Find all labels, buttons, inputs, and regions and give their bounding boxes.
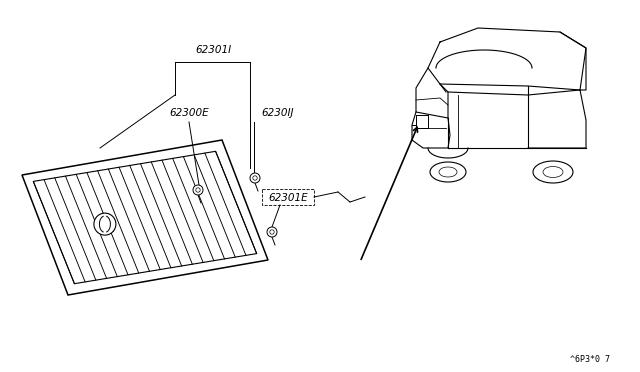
- Text: 62301I: 62301I: [195, 45, 231, 55]
- Circle shape: [250, 173, 260, 183]
- Text: ^6P3*0 7: ^6P3*0 7: [570, 356, 610, 365]
- Text: 62300E: 62300E: [169, 108, 209, 118]
- Bar: [262, 189, 314, 205]
- Circle shape: [267, 227, 277, 237]
- Text: 62301E: 62301E: [268, 193, 308, 203]
- Circle shape: [94, 213, 116, 235]
- Text: 6230IJ: 6230IJ: [262, 108, 294, 118]
- Circle shape: [193, 185, 203, 195]
